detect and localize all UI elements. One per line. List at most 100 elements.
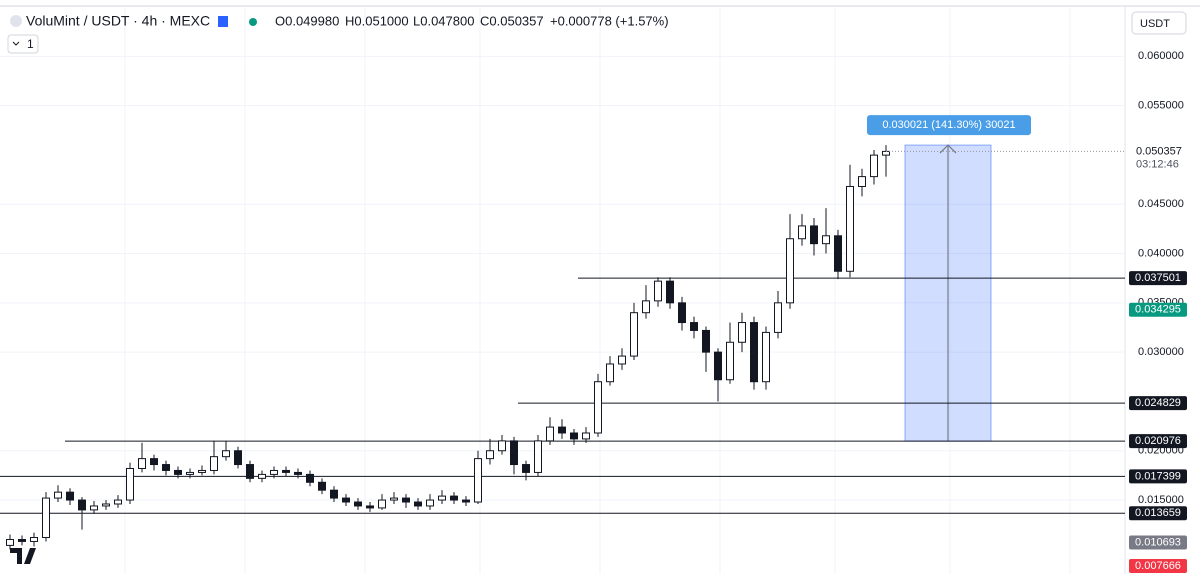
- candle-body: [306, 473, 314, 483]
- candle-body: [114, 499, 122, 505]
- candle-body: [462, 499, 470, 503]
- candle-body: [222, 450, 230, 458]
- measure-arrowhead: [939, 144, 957, 154]
- candle-body: [42, 497, 50, 539]
- level-label-bg: [1129, 271, 1187, 286]
- candle-body: [654, 280, 662, 302]
- candle-body: [402, 497, 410, 503]
- candle-body: [714, 351, 722, 381]
- measure-label: 0.030021 (141.30%) 30021: [882, 119, 1015, 131]
- candle-body: [726, 341, 734, 381]
- ohlc-change: +0.000778 (+1.57%): [550, 13, 669, 28]
- candle-body: [138, 458, 146, 469]
- level-label: 0.020976: [1135, 435, 1181, 447]
- price-marker-bg: [1129, 302, 1187, 317]
- candle-body: [498, 440, 506, 452]
- candle-body: [642, 300, 650, 314]
- candle-body: [822, 235, 830, 245]
- candle-body: [66, 491, 74, 501]
- candle-body: [630, 312, 638, 357]
- level-label-bg: [1129, 434, 1187, 449]
- candle-body: [858, 176, 866, 187]
- last-price-label: 0.050357: [1136, 145, 1182, 157]
- candle-body: [666, 280, 674, 304]
- candle-body: [246, 464, 254, 479]
- status-dot: [249, 18, 257, 26]
- candle-body: [570, 432, 578, 440]
- candle-body: [258, 473, 266, 479]
- symbol-icon: [10, 15, 22, 27]
- candle-body: [786, 238, 794, 304]
- candle-body: [174, 469, 182, 475]
- currency-button[interactable]: [1131, 11, 1187, 35]
- candle-body: [378, 499, 386, 509]
- candle-body: [150, 458, 158, 466]
- ohlc-open: O0.049980: [275, 13, 339, 28]
- vertical-grid: [0, 8, 1125, 574]
- level-label-bg: [1129, 396, 1187, 411]
- candle-body: [678, 302, 686, 324]
- flag-icon[interactable]: [218, 16, 228, 27]
- candle-body: [798, 225, 806, 240]
- candle-body: [90, 505, 98, 511]
- candle-body: [102, 503, 110, 507]
- y-tick-label: 0.015000: [1138, 494, 1184, 506]
- candle-body: [6, 538, 14, 546]
- ohlc-high: H0.051000: [345, 13, 409, 28]
- candle-body: [762, 331, 770, 383]
- logo: [10, 548, 36, 564]
- candle-body: [510, 440, 518, 466]
- level-label-bg: [1129, 469, 1187, 484]
- indicator-toggle[interactable]: [7, 34, 39, 54]
- candle-body: [18, 538, 26, 542]
- candle-body: [558, 426, 566, 434]
- candle-body: [342, 497, 350, 503]
- candle-body: [414, 501, 422, 507]
- candle-body: [834, 235, 842, 272]
- candle-body: [618, 355, 626, 365]
- candle-body: [750, 322, 758, 383]
- candle-body: [774, 302, 782, 333]
- y-tick-label: 0.045000: [1138, 198, 1184, 210]
- y-tick-label: 0.055000: [1138, 100, 1184, 112]
- price-marker-label: 0.007666: [1135, 560, 1181, 572]
- y-tick-label: 0.030000: [1138, 346, 1184, 358]
- indicator-count: 1: [27, 37, 34, 51]
- candle-body: [330, 489, 338, 499]
- countdown: 03:12:46: [1136, 158, 1179, 170]
- candle-body: [534, 440, 542, 473]
- ohlc-close: C0.050357: [480, 13, 544, 28]
- candle-body: [354, 501, 362, 507]
- candle-body: [606, 363, 614, 383]
- candle-body: [234, 450, 242, 466]
- price-marker-bg: [1129, 535, 1187, 550]
- candle-body: [30, 537, 38, 542]
- candle-body: [162, 464, 170, 471]
- candle-body: [270, 469, 278, 475]
- price-marker-bg: [1129, 559, 1187, 573]
- candle-body: [126, 467, 134, 501]
- level-label-bg: [1129, 506, 1187, 521]
- candle-body: [438, 495, 446, 501]
- candle-body: [870, 154, 878, 178]
- chevron: [12, 41, 20, 46]
- candle-body: [546, 426, 554, 442]
- candle-body: [474, 458, 482, 503]
- candle-body: [78, 499, 86, 511]
- y-tick-label: 0.060000: [1138, 50, 1184, 62]
- candle-body: [198, 469, 206, 473]
- price-marker-label: 0.010693: [1135, 536, 1181, 548]
- level-label: 0.037501: [1135, 272, 1181, 284]
- candle-body: [738, 322, 746, 343]
- candle-body: [282, 469, 290, 473]
- candle-body: [390, 497, 398, 501]
- level-label: 0.017399: [1135, 470, 1181, 482]
- candle-body: [582, 432, 590, 440]
- candle-body: [426, 499, 434, 507]
- plot: 0.030021 (141.30%) 30021: [0, 115, 1125, 550]
- currency-label: USDT: [1140, 18, 1170, 30]
- symbol-title: VoluMint / USDT · 4h · MEXC: [26, 13, 210, 29]
- candle-body: [522, 464, 530, 473]
- candle-body: [318, 481, 326, 491]
